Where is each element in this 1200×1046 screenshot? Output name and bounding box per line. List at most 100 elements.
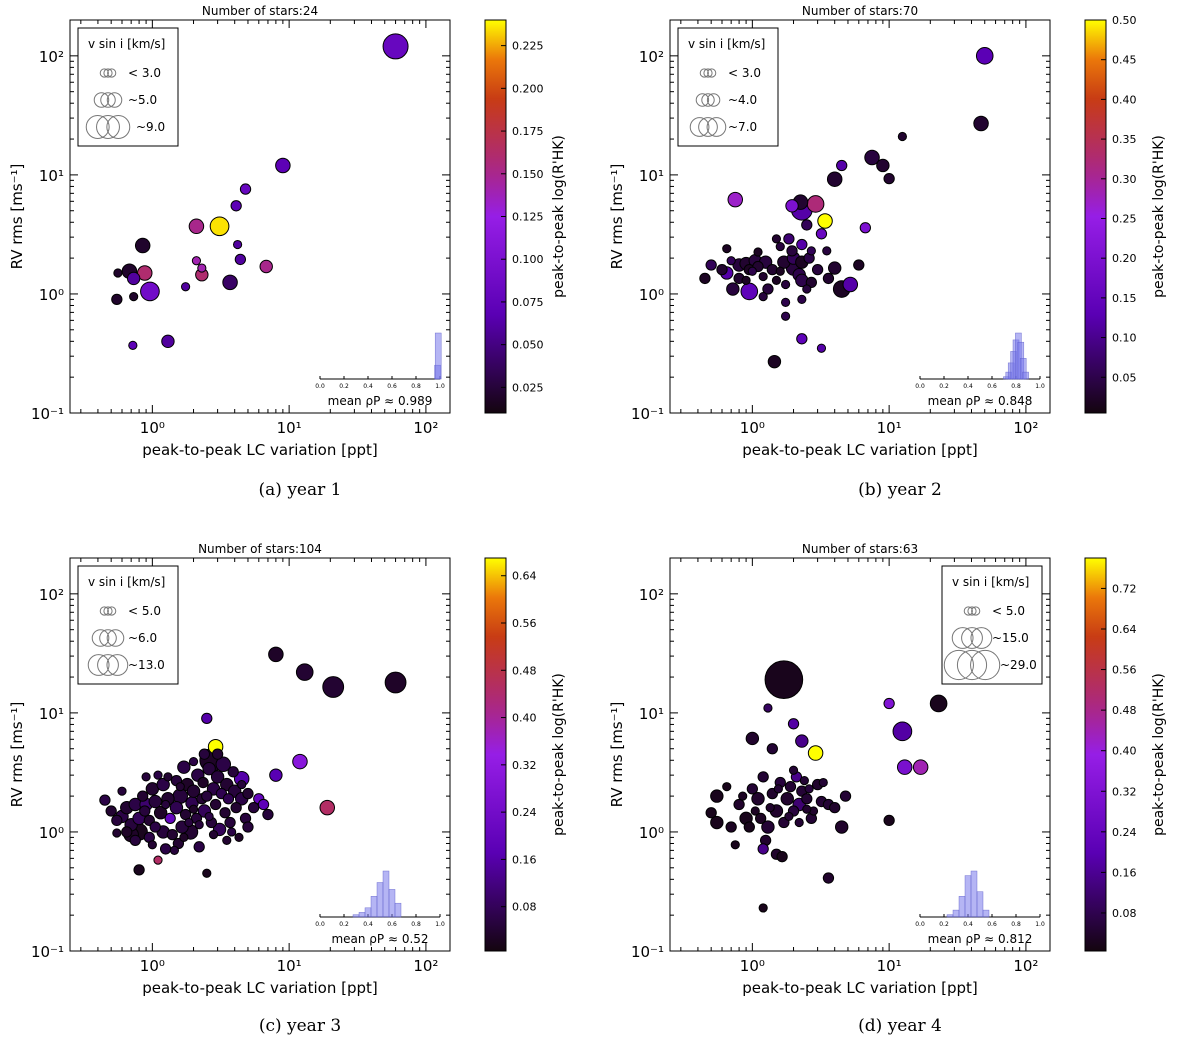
colorbar — [1084, 557, 1107, 952]
data-point — [786, 245, 798, 257]
data-point — [227, 766, 239, 778]
data-point — [741, 275, 751, 285]
scatter-chart: Number of stars:104 10⁰ 10¹ 10² 10⁻¹ 10⁰ 10¹ 10… — [8, 542, 567, 997]
data-point — [322, 676, 345, 698]
data-point — [180, 282, 191, 292]
data-point — [99, 794, 111, 806]
data-point — [111, 814, 123, 827]
inset-tick-label: 0.2 — [939, 921, 949, 928]
data-point — [775, 266, 785, 276]
y-tick-label: 10⁰ — [39, 286, 64, 304]
legend-marker — [106, 92, 123, 108]
legend-entry-label: ~6.0 — [128, 631, 157, 645]
data-point — [795, 734, 809, 748]
data-point — [166, 828, 178, 841]
colorbar-tick-label: 0.32 — [1112, 785, 1137, 798]
inset-tick-label: 1.0 — [1035, 921, 1045, 928]
data-point — [883, 172, 895, 185]
data-point — [129, 834, 141, 846]
data-point — [208, 829, 219, 840]
data-point — [797, 294, 807, 304]
legend-marker — [103, 606, 113, 616]
data-point — [137, 790, 149, 802]
data-point — [188, 756, 199, 767]
data-point — [784, 781, 797, 793]
data-point — [771, 275, 782, 285]
legend-marker — [698, 117, 718, 137]
histogram-bar — [370, 896, 378, 918]
colorbar-label: peak-to-peak log(R'HK) — [1151, 135, 1167, 298]
data-point — [842, 276, 859, 293]
colorbar-tick-label: 0.08 — [512, 901, 537, 914]
x-tick-label: 10⁰ — [140, 419, 165, 437]
data-point — [763, 703, 773, 713]
data-point — [796, 333, 808, 345]
inset-tick-label: 0.8 — [411, 383, 421, 390]
data-point — [730, 840, 740, 850]
legend-marker — [107, 606, 117, 616]
histogram-bar — [352, 914, 360, 918]
data-point — [757, 843, 769, 855]
data-point — [755, 812, 767, 825]
data-point — [796, 238, 808, 251]
data-point — [829, 801, 841, 814]
x-tick-label: 10¹ — [877, 419, 902, 437]
data-point — [815, 228, 828, 240]
inset-tick-label: 0.8 — [1011, 921, 1021, 928]
colorbar-tick-label: 0.56 — [1112, 664, 1137, 677]
legend-marker — [967, 606, 977, 616]
data-point — [179, 832, 189, 842]
data-point — [743, 821, 755, 833]
legend-marker — [699, 68, 709, 78]
data-point — [802, 804, 812, 814]
legend-entry-label: ~13.0 — [128, 658, 165, 672]
colorbar-tick-label: 0.150 — [512, 168, 544, 181]
caption: (c) year 3 — [258, 1016, 342, 1036]
data-point — [234, 253, 247, 266]
data-point — [222, 793, 235, 805]
data-point — [816, 343, 827, 353]
legend-marker — [971, 606, 981, 616]
data-point — [775, 241, 785, 252]
colorbar-tick-label: 0.225 — [512, 40, 544, 53]
x-tick-label: 10⁰ — [140, 957, 165, 975]
colorbar-tick-label: 0.40 — [512, 712, 537, 725]
legend-marker — [99, 629, 117, 647]
data-point — [275, 157, 291, 174]
colorbar-tick-label: 0.05 — [1112, 371, 1137, 384]
data-point — [799, 775, 809, 786]
data-point — [139, 805, 151, 817]
colorbar-tick-label: 0.32 — [512, 759, 537, 772]
data-point — [794, 817, 804, 828]
data-point — [262, 808, 274, 821]
data-point — [188, 804, 199, 814]
data-point — [780, 792, 794, 806]
colorbar-tick-label: 0.200 — [512, 82, 544, 95]
legend-marker — [106, 629, 125, 647]
y-tick-label: 10⁻¹ — [631, 943, 664, 961]
colorbar-tick-label: 0.40 — [1112, 745, 1137, 758]
data-point — [828, 261, 842, 275]
data-point — [764, 660, 804, 700]
scatter-chart: Number of stars:63 10⁰ 10¹ 10² 10⁻¹ 10⁰ 10¹ 10²… — [608, 542, 1167, 997]
x-tick-label: 10¹ — [277, 419, 302, 437]
data-point — [259, 259, 273, 274]
data-point — [242, 787, 254, 800]
legend-title: v sin i [km/s] — [952, 575, 1029, 589]
data-point — [186, 784, 201, 798]
chart-title: Number of stars:104 — [198, 542, 322, 556]
data-point — [738, 791, 748, 801]
legend-entry-label: ~7.0 — [728, 120, 757, 134]
x-axis-label: peak-to-peak LC variation [ppt] — [742, 979, 978, 997]
y-axis-label: RV rms [ms⁻¹] — [608, 164, 626, 270]
x-axis-label: peak-to-peak LC variation [ppt] — [742, 441, 978, 459]
data-point — [780, 311, 791, 321]
data-point — [864, 149, 880, 166]
data-point — [215, 756, 232, 773]
x-tick-label: 10⁰ — [740, 957, 765, 975]
data-point — [161, 799, 171, 810]
inset-tick-label: 0.6 — [987, 921, 997, 928]
histogram-bar — [394, 902, 402, 918]
y-tick-label: 10² — [639, 586, 664, 604]
